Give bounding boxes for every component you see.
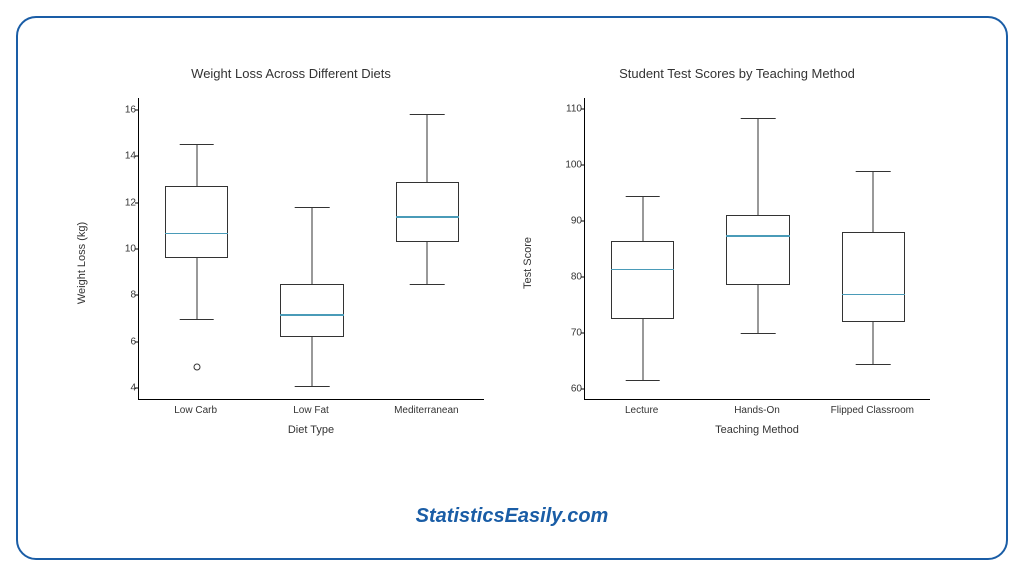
outlier-point	[193, 364, 200, 371]
box-rect	[842, 232, 905, 321]
x-tick-label: Lecture	[625, 405, 658, 416]
median-line	[611, 269, 674, 271]
box-rect	[726, 215, 789, 285]
y-tick-mark	[581, 109, 584, 110]
x-axis-label: Diet Type	[138, 424, 484, 436]
y-tick-mark	[581, 165, 584, 166]
median-line	[280, 314, 343, 316]
brand-footer: StatisticsEasily.com	[18, 505, 1006, 528]
y-tick-label: 110	[564, 104, 582, 115]
whisker-cap-lower	[856, 364, 891, 365]
y-tick-mark	[135, 388, 138, 389]
whisker-cap-lower	[295, 386, 330, 387]
y-tick-label: 14	[118, 151, 136, 162]
y-tick-mark	[581, 221, 584, 222]
chart-title: Student Test Scores by Teaching Method	[534, 66, 940, 81]
whisker-lower	[873, 322, 874, 364]
plot-area	[584, 98, 930, 400]
whisker-cap-lower	[741, 333, 776, 334]
median-line	[396, 216, 459, 218]
x-tick-label: Low Carb	[174, 405, 217, 416]
charts-row: Weight Loss Across Different Diets Weigh…	[88, 88, 940, 438]
y-axis-label: Test Score	[522, 237, 534, 289]
box-group	[280, 98, 343, 400]
y-tick-label: 60	[564, 383, 582, 394]
y-tick-label: 8	[118, 290, 136, 301]
x-tick-label: Flipped Classroom	[831, 405, 914, 416]
y-tick-mark	[135, 156, 138, 157]
whisker-upper	[757, 118, 758, 216]
whisker-lower	[427, 242, 428, 284]
box-group	[396, 98, 459, 400]
y-tick-mark	[581, 276, 584, 277]
x-tick-label: Hands-On	[734, 405, 780, 416]
plot-area	[138, 98, 484, 400]
whisker-cap-upper	[856, 171, 891, 172]
y-tick-mark	[135, 202, 138, 203]
whisker-lower	[642, 319, 643, 381]
whisker-cap-lower	[179, 319, 214, 320]
whisker-lower	[311, 337, 312, 386]
whisker-cap-upper	[410, 114, 445, 115]
boxplot-panel-diets: Weight Loss Across Different Diets Weigh…	[88, 88, 494, 438]
y-tick-mark	[135, 295, 138, 296]
whisker-upper	[642, 196, 643, 241]
whisker-cap-lower	[410, 284, 445, 285]
box-group	[165, 98, 228, 400]
y-tick-mark	[135, 341, 138, 342]
whisker-upper	[427, 114, 428, 181]
whisker-upper	[311, 207, 312, 284]
x-tick-label: Low Fat	[293, 405, 329, 416]
box-rect	[280, 284, 343, 337]
box-rect	[611, 241, 674, 319]
y-tick-label: 4	[118, 383, 136, 394]
y-tick-mark	[135, 249, 138, 250]
y-tick-label: 6	[118, 336, 136, 347]
whisker-upper	[873, 171, 874, 233]
whisker-cap-upper	[295, 207, 330, 208]
y-tick-label: 80	[564, 271, 582, 282]
whisker-cap-upper	[179, 144, 214, 145]
box-group	[842, 98, 905, 400]
y-tick-label: 90	[564, 216, 582, 227]
box-group	[611, 98, 674, 400]
card-frame: Weight Loss Across Different Diets Weigh…	[16, 16, 1008, 560]
y-tick-label: 12	[118, 197, 136, 208]
chart-title: Weight Loss Across Different Diets	[88, 66, 494, 81]
whisker-lower	[196, 258, 197, 318]
box-group	[726, 98, 789, 400]
y-tick-label: 70	[564, 327, 582, 338]
median-line	[726, 235, 789, 237]
whisker-cap-upper	[741, 118, 776, 119]
y-tick-mark	[135, 109, 138, 110]
whisker-cap-lower	[625, 380, 660, 381]
median-line	[165, 233, 228, 235]
whisker-cap-upper	[625, 196, 660, 197]
y-tick-label: 16	[118, 104, 136, 115]
boxplot-panel-teaching: Student Test Scores by Teaching Method T…	[534, 88, 940, 438]
y-tick-mark	[581, 388, 584, 389]
box-rect	[165, 186, 228, 258]
median-line	[842, 294, 905, 296]
x-tick-label: Mediterranean	[394, 405, 458, 416]
y-tick-label: 10	[118, 244, 136, 255]
x-axis-label: Teaching Method	[584, 424, 930, 436]
box-rect	[396, 182, 459, 242]
whisker-upper	[196, 144, 197, 186]
y-tick-label: 100	[564, 160, 582, 171]
y-tick-mark	[581, 332, 584, 333]
whisker-lower	[757, 285, 758, 333]
y-axis-label: Weight Loss (kg)	[76, 222, 88, 304]
